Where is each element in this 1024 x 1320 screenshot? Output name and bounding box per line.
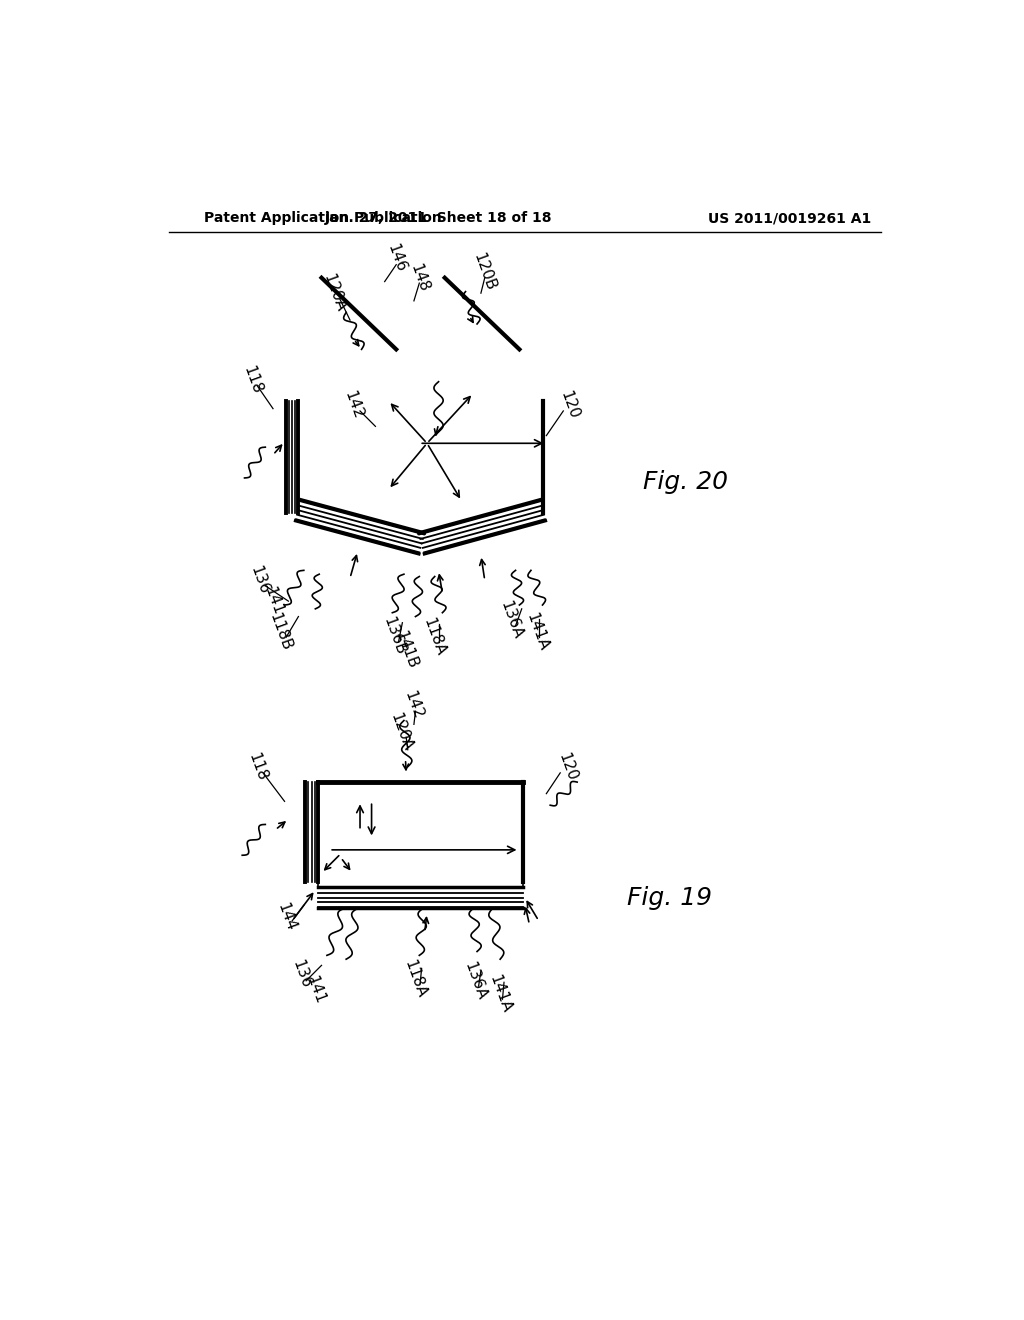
- Text: 118A: 118A: [421, 616, 449, 659]
- Text: 118B: 118B: [267, 611, 295, 653]
- Text: 148: 148: [408, 261, 431, 294]
- Text: Fig. 19: Fig. 19: [628, 886, 713, 909]
- Text: 141A: 141A: [486, 973, 514, 1015]
- Text: 136: 136: [290, 958, 313, 991]
- Text: 120B: 120B: [471, 251, 499, 293]
- Text: 136B: 136B: [380, 615, 408, 657]
- Text: 144: 144: [274, 900, 298, 933]
- Text: 141B: 141B: [392, 628, 420, 671]
- Text: 136A: 136A: [498, 599, 525, 642]
- Text: 118: 118: [241, 364, 264, 396]
- Text: Jan. 27, 2011  Sheet 18 of 18: Jan. 27, 2011 Sheet 18 of 18: [325, 211, 552, 226]
- Text: 120: 120: [557, 388, 582, 421]
- Text: 141: 141: [261, 585, 285, 618]
- Text: 141: 141: [303, 974, 328, 1006]
- Text: 118: 118: [246, 751, 269, 783]
- Text: 141A: 141A: [523, 611, 551, 653]
- Text: 120A: 120A: [388, 711, 416, 752]
- Text: 136A: 136A: [462, 960, 489, 1002]
- Text: 118A: 118A: [401, 957, 429, 999]
- Text: 146: 146: [384, 243, 409, 275]
- Text: 136: 136: [248, 564, 272, 597]
- Text: Patent Application Publication: Patent Application Publication: [204, 211, 441, 226]
- Text: Fig. 20: Fig. 20: [643, 470, 728, 494]
- Text: 142: 142: [342, 388, 366, 421]
- Text: 120A: 120A: [321, 272, 348, 314]
- Text: 120: 120: [555, 751, 580, 783]
- Text: US 2011/0019261 A1: US 2011/0019261 A1: [708, 211, 871, 226]
- Text: 142: 142: [402, 689, 426, 721]
